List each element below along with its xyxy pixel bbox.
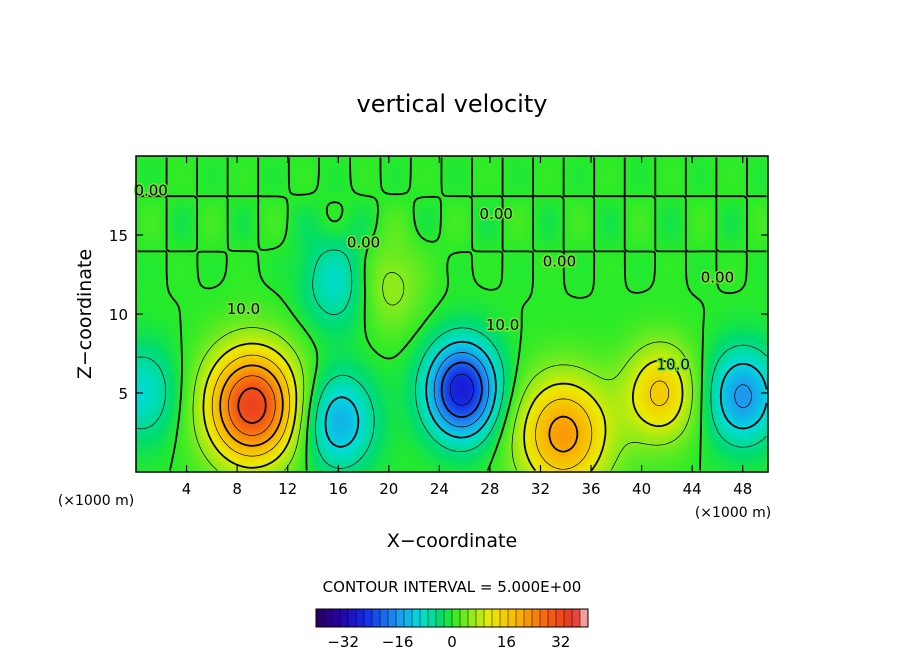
x-tick-label-36: 36: [581, 480, 600, 498]
colorbar-ticks: −32 −16 0 16 32: [327, 633, 570, 651]
x-tick-label-16: 16: [329, 480, 348, 498]
y-tick-label-15: 15: [109, 227, 128, 245]
contour-level-15: [211, 354, 670, 470]
contour-level--20: [440, 361, 483, 418]
x-tick-label-12: 12: [278, 480, 297, 498]
x-tick-label-40: 40: [632, 480, 651, 498]
contour-labels: 0.00 0.00 0.00 0.00 0.00 10.0 10.0 10.0: [133, 180, 736, 375]
x-axis: 4 8 12 16 20 24 28 32 36 40 44 48: [182, 156, 752, 498]
contour-label-7: 10.0: [656, 355, 689, 373]
x-tick-label-24: 24: [430, 480, 449, 498]
contour-label-6: 10.0: [486, 316, 519, 334]
contour-level--15: [433, 352, 752, 428]
contour-level-20: [219, 364, 579, 453]
colorbar-frame: [315, 608, 589, 628]
contour-level-5: [192, 272, 693, 471]
y-axis: 5 10 15: [109, 227, 768, 403]
contour-interval-note: CONTOUR INTERVAL = 5.000E+00: [323, 578, 582, 596]
contour-label-2: 0.00: [480, 205, 513, 223]
contour-level-0: [137, 157, 767, 471]
contour-level--25: [449, 373, 474, 406]
contour-label-0: 0.00: [134, 182, 167, 200]
contour-label-4: 0.00: [701, 268, 734, 286]
contour-label-5: 10.0: [227, 300, 260, 318]
y-tick-label-5: 5: [118, 385, 128, 403]
x-axis-label: X−coordinate: [387, 530, 517, 552]
colorbar-tick-label-0: −32: [327, 633, 359, 651]
contour-level-25: [228, 375, 276, 436]
x-tick-label-20: 20: [379, 480, 398, 498]
x-tick-label-28: 28: [480, 480, 499, 498]
contour-level-30: [237, 387, 267, 424]
colorbar-dividers: [323, 609, 581, 627]
colorbar-tick-label-2: 0: [447, 633, 457, 651]
contour-level-10: [202, 342, 684, 471]
contour-lines: [137, 157, 768, 471]
contour-level--10: [324, 340, 768, 448]
y-axis-label: Z−coordinate: [74, 249, 96, 379]
x-tick-label-8: 8: [232, 480, 242, 498]
y-tick-label-10: 10: [109, 306, 128, 324]
heatmap-field: [136, 156, 768, 472]
x-unit-right: (×1000 m): [695, 505, 771, 521]
x-tick-label-44: 44: [683, 480, 702, 498]
contour-label-1: 0.00: [347, 234, 380, 252]
chart-title: vertical velocity: [357, 90, 548, 118]
x-tick-label-48: 48: [733, 480, 752, 498]
contour-level--5: [137, 249, 767, 469]
colorbar-tick-label-1: −16: [382, 633, 414, 651]
x-unit-left: (×1000 m): [58, 493, 134, 509]
colorbar-tick-label-4: 32: [551, 633, 570, 651]
x-tick-label-4: 4: [182, 480, 192, 498]
colorbar-tick-label-3: 16: [497, 633, 516, 651]
x-tick-label-32: 32: [531, 480, 550, 498]
contour-label-3: 0.00: [543, 253, 576, 271]
